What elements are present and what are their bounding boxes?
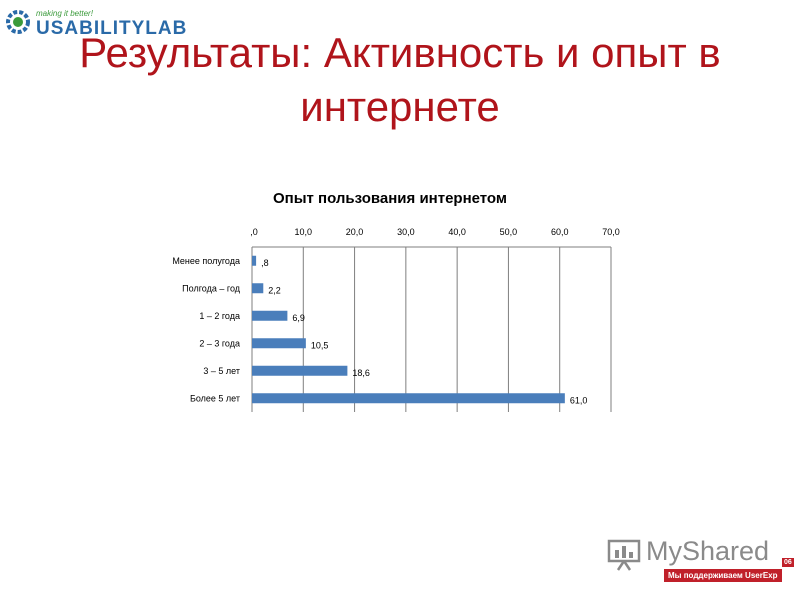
bar [252, 255, 257, 266]
category-label: Более 5 лет [190, 393, 240, 403]
category-label: 1 – 2 года [199, 311, 240, 321]
watermark-number: 06 [782, 558, 794, 567]
data-label: 61,0 [570, 395, 588, 405]
presentation-icon [607, 539, 641, 571]
x-tick-label: 10,0 [295, 227, 313, 237]
data-label: ,8 [261, 258, 269, 268]
bar [252, 338, 306, 349]
data-label: 18,6 [352, 368, 370, 378]
bar [252, 283, 264, 294]
myshared-watermark: MyShared Мы поддерживаем UserExp 06 [606, 536, 796, 596]
bar [252, 310, 288, 321]
bar [252, 365, 348, 376]
x-tick-label: 60,0 [551, 227, 569, 237]
x-tick-label: ,0 [250, 227, 258, 237]
category-label: Менее полугода [172, 256, 240, 266]
bar [252, 393, 565, 404]
watermark-badge: Мы поддерживаем UserExp [664, 569, 782, 582]
x-tick-label: 30,0 [397, 227, 415, 237]
category-label: 3 – 5 лет [203, 366, 240, 376]
category-label: 2 – 3 года [199, 338, 240, 348]
data-label: 2,2 [268, 285, 281, 295]
chart-title: Опыт пользования интернетом [272, 190, 507, 207]
logo-text: USABILITYLAB [36, 18, 188, 39]
slide-title: Результаты: Активность и опыт в интернет… [79, 29, 721, 130]
x-tick-label: 20,0 [346, 227, 364, 237]
data-label: 10,5 [311, 340, 329, 350]
gear-icon [6, 10, 30, 34]
watermark-text: MyShared [646, 536, 770, 566]
category-label: Полгода – год [182, 283, 241, 293]
logo-tagline: making it better! [36, 9, 93, 18]
data-label: 6,9 [292, 313, 305, 323]
usabilitylab-logo: making it better! USABILITYLAB [4, 4, 224, 40]
x-tick-label: 50,0 [500, 227, 518, 237]
x-tick-label: 40,0 [448, 227, 466, 237]
x-tick-label: 70,0 [602, 227, 620, 237]
